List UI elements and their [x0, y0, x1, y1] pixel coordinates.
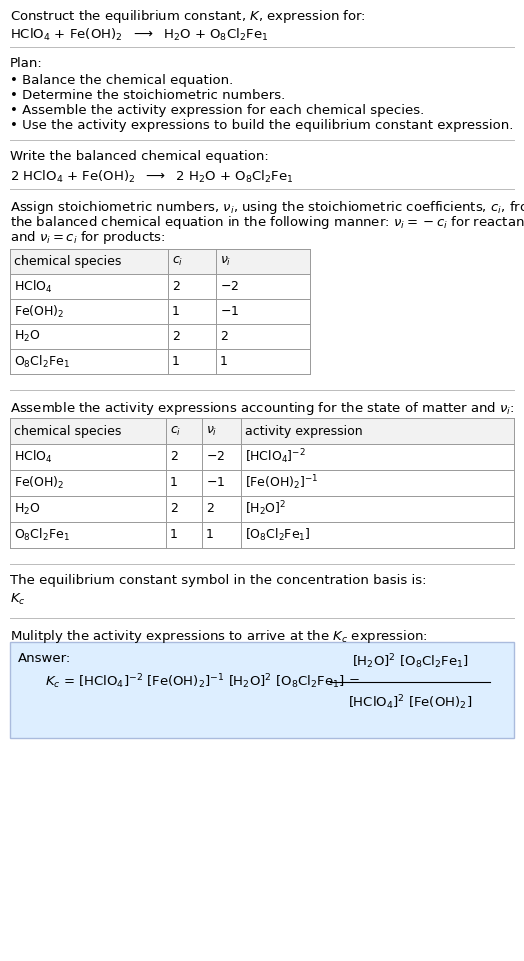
Text: $-1$: $-1$	[206, 477, 225, 489]
Text: • Determine the stoichiometric numbers.: • Determine the stoichiometric numbers.	[10, 89, 285, 102]
Text: 1: 1	[206, 529, 214, 541]
Text: [H$_2$O]$^2$ [O$_8$Cl$_2$Fe$_1$]: [H$_2$O]$^2$ [O$_8$Cl$_2$Fe$_1$]	[352, 653, 468, 671]
Text: $c_i$: $c_i$	[172, 255, 183, 268]
Text: Assign stoichiometric numbers, $\nu_i$, using the stoichiometric coefficients, $: Assign stoichiometric numbers, $\nu_i$, …	[10, 199, 524, 216]
Text: [Fe(OH)$_2$]$^{-1}$: [Fe(OH)$_2$]$^{-1}$	[245, 474, 319, 492]
Text: [HClO$_4$]$^2$ [Fe(OH)$_2$]: [HClO$_4$]$^2$ [Fe(OH)$_2$]	[348, 693, 472, 712]
Text: H$_2$O: H$_2$O	[14, 329, 40, 344]
Text: 1: 1	[170, 529, 178, 541]
Text: 1: 1	[220, 355, 228, 368]
Text: 2: 2	[172, 280, 180, 293]
Text: The equilibrium constant symbol in the concentration basis is:: The equilibrium constant symbol in the c…	[10, 574, 427, 587]
Bar	[10, 418, 514, 444]
Text: 1: 1	[172, 355, 180, 368]
Text: chemical species: chemical species	[14, 255, 122, 268]
Text: $\nu_i$: $\nu_i$	[206, 425, 217, 437]
Text: $K_c$ = [HClO$_4$]$^{-2}$ [Fe(OH)$_2$]$^{-1}$ [H$_2$O]$^2$ [O$_8$Cl$_2$Fe$_1$] =: $K_c$ = [HClO$_4$]$^{-2}$ [Fe(OH)$_2$]$^…	[45, 673, 361, 691]
Text: HClO$_4$: HClO$_4$	[14, 449, 52, 465]
Text: $K_c$: $K_c$	[10, 592, 26, 607]
Text: $-1$: $-1$	[220, 305, 239, 318]
FancyBboxPatch shape	[10, 642, 514, 738]
Text: • Assemble the activity expression for each chemical species.: • Assemble the activity expression for e…	[10, 104, 424, 117]
Text: Write the balanced chemical equation:: Write the balanced chemical equation:	[10, 150, 269, 163]
Text: • Use the activity expressions to build the equilibrium constant expression.: • Use the activity expressions to build …	[10, 119, 514, 132]
Text: 1: 1	[172, 305, 180, 318]
Text: chemical species: chemical species	[14, 425, 122, 437]
Text: 2: 2	[170, 451, 178, 463]
Text: Construct the equilibrium constant, $K$, expression for:: Construct the equilibrium constant, $K$,…	[10, 8, 366, 25]
Bar	[10, 249, 310, 274]
Text: 2: 2	[220, 330, 228, 343]
Text: HClO$_4$: HClO$_4$	[14, 279, 52, 295]
Text: activity expression: activity expression	[245, 425, 363, 437]
Text: [O$_8$Cl$_2$Fe$_1$]: [O$_8$Cl$_2$Fe$_1$]	[245, 527, 311, 543]
Text: 2: 2	[172, 330, 180, 343]
Text: Fe(OH)$_2$: Fe(OH)$_2$	[14, 475, 64, 491]
Text: $-2$: $-2$	[206, 451, 225, 463]
Text: [H$_2$O]$^2$: [H$_2$O]$^2$	[245, 500, 287, 518]
Text: Plan:: Plan:	[10, 57, 43, 70]
Text: 2: 2	[206, 503, 214, 515]
Text: O$_8$Cl$_2$Fe$_1$: O$_8$Cl$_2$Fe$_1$	[14, 354, 70, 370]
Text: O$_8$Cl$_2$Fe$_1$: O$_8$Cl$_2$Fe$_1$	[14, 527, 70, 543]
Text: Fe(OH)$_2$: Fe(OH)$_2$	[14, 304, 64, 320]
Text: Assemble the activity expressions accounting for the state of matter and $\nu_i$: Assemble the activity expressions accoun…	[10, 400, 515, 417]
Text: 2 HClO$_4$ + Fe(OH)$_2$  $\longrightarrow$  2 H$_2$O + O$_8$Cl$_2$Fe$_1$: 2 HClO$_4$ + Fe(OH)$_2$ $\longrightarrow…	[10, 169, 293, 185]
Text: Mulitply the activity expressions to arrive at the $K_c$ expression:: Mulitply the activity expressions to arr…	[10, 628, 428, 645]
Text: [HClO$_4$]$^{-2}$: [HClO$_4$]$^{-2}$	[245, 448, 306, 466]
Text: Answer:: Answer:	[18, 652, 71, 665]
Text: $c_i$: $c_i$	[170, 425, 181, 437]
Text: 2: 2	[170, 503, 178, 515]
Text: • Balance the chemical equation.: • Balance the chemical equation.	[10, 74, 233, 87]
Text: HClO$_4$ + Fe(OH)$_2$  $\longrightarrow$  H$_2$O + O$_8$Cl$_2$Fe$_1$: HClO$_4$ + Fe(OH)$_2$ $\longrightarrow$ …	[10, 27, 268, 43]
Text: $-2$: $-2$	[220, 280, 239, 293]
Text: and $\nu_i = c_i$ for products:: and $\nu_i = c_i$ for products:	[10, 229, 166, 246]
Text: $\nu_i$: $\nu_i$	[220, 255, 232, 268]
Text: H$_2$O: H$_2$O	[14, 502, 40, 517]
Text: the balanced chemical equation in the following manner: $\nu_i = -c_i$ for react: the balanced chemical equation in the fo…	[10, 214, 524, 231]
Text: 1: 1	[170, 477, 178, 489]
